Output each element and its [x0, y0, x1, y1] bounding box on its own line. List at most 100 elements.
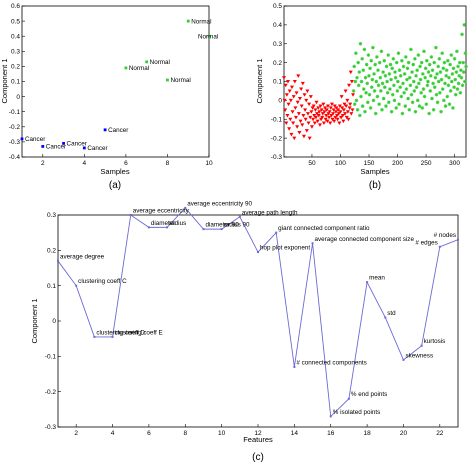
normal-sample-point: [370, 77, 375, 82]
normal-sample-point: [429, 74, 433, 78]
cancer-sample-point: [325, 119, 330, 124]
normal-sample-point: [439, 109, 443, 114]
normal-sample-point: [447, 75, 451, 80]
normal-sample-point: [450, 72, 455, 76]
normal-sample-point: [423, 75, 427, 80]
feature-label: hop plot exponent: [260, 245, 310, 252]
y-tick-label: 0.6: [11, 3, 20, 10]
normal-sample-point: [430, 96, 434, 101]
cancer-sample-point: [301, 134, 306, 139]
normal-sample-point: [354, 98, 359, 103]
cancer-sample-point: [333, 110, 338, 114]
normal-sample-point: [461, 60, 465, 65]
cancer-sample-point: [327, 110, 332, 114]
normal-sample-point: [368, 66, 372, 71]
normal-sample-point: [352, 102, 357, 106]
normal-sample-point: [406, 96, 410, 101]
y-axis-label-c: Component 1: [30, 298, 39, 343]
normal-sample-point: [373, 62, 377, 67]
normal-sample-point: [390, 66, 395, 71]
cancer-sample-point: [322, 110, 327, 114]
feature-label: # connected components: [296, 359, 366, 366]
normal-sample-point: [422, 94, 427, 99]
cancer-sample-point: [303, 117, 308, 122]
normal-sample-point: [462, 23, 467, 27]
feature-label: mean: [369, 275, 385, 282]
normal-sample-point: [437, 57, 442, 61]
feature-label: average connected component size: [315, 236, 415, 243]
normal-sample-point: [402, 72, 407, 76]
x-tick-label: 12: [254, 430, 262, 437]
x-tick-label: 10: [205, 160, 213, 167]
normal-sample-point: [360, 57, 364, 61]
normal-sample-point: [412, 89, 417, 93]
cancer-sample-point: [337, 104, 342, 109]
cancer-sample-point: [300, 123, 305, 127]
cancer-sample-point: [333, 115, 338, 120]
feature-label: average degree: [60, 253, 105, 260]
normal-sample-point: [415, 68, 419, 72]
normal-sample-point: [425, 58, 429, 63]
cancer-sample-point: [309, 125, 314, 129]
cancer-sample-point: [292, 136, 297, 141]
normal-sample-point: [396, 79, 400, 84]
normal-sample-point: [401, 81, 405, 86]
x-tick-label: 8: [183, 430, 187, 437]
cancer-sample-point: [304, 98, 309, 103]
cancer-sample-point: [293, 106, 298, 110]
normal-sample-point: [447, 102, 452, 106]
y-tick-label: 0.4: [273, 22, 282, 29]
normal-sample-point: [375, 94, 380, 99]
x-tick-label: 16: [327, 430, 335, 437]
normal-sample-point: [431, 108, 436, 112]
normal-sample-point: [388, 87, 392, 91]
cancer-sample-point: [321, 121, 326, 126]
normal-sample-point: [439, 77, 444, 82]
normal-sample-point: [360, 104, 365, 108]
normal-sample-point: [356, 83, 361, 88]
normal-sample-point: [438, 91, 442, 95]
feature-point: [438, 245, 441, 248]
cancer-sample-point: [315, 112, 320, 116]
feature-label: clustering coeff D: [96, 329, 145, 336]
normal-sample-point: [453, 77, 458, 82]
normal-sample-point: [367, 92, 372, 97]
cancer-sample-point: [318, 104, 323, 109]
y-axis-label-a: Component 1: [0, 58, 9, 103]
normal-sample-point: [382, 58, 387, 63]
normal-sample-point: [372, 89, 377, 93]
normal-sample-point: [429, 55, 434, 59]
y-tick-label: 0.2: [273, 60, 282, 67]
normal-sample-point: [359, 94, 363, 99]
normal-label: Normal: [129, 65, 149, 72]
x-tick-label: 100: [335, 160, 346, 167]
normal-sample-point: [434, 45, 438, 50]
cancer-sample-point: [283, 83, 288, 88]
normal-sample-point: [384, 104, 388, 108]
feature-point: [329, 415, 332, 418]
normal-sample-point: [377, 60, 382, 65]
normal-sample-point: [413, 57, 417, 61]
normal-label: Normal: [198, 33, 218, 40]
normal-sample-point: [355, 75, 359, 80]
normal-sample-point: [379, 89, 383, 93]
x-tick-label: 8: [166, 160, 170, 167]
normal-sample-point: [383, 74, 388, 78]
cancer-sample-point: [332, 119, 337, 124]
normal-sample-point: [390, 92, 395, 97]
normal-sample-point: [427, 111, 431, 116]
normal-sample-point: [440, 87, 445, 91]
normal-sample-point: [452, 85, 456, 89]
y-tick-label: 0: [278, 98, 282, 105]
cancer-sample-point: [289, 85, 294, 90]
cancer-sample-point: [319, 108, 324, 112]
cancer-sample-point: [303, 108, 308, 112]
cancer-sample-point: [282, 98, 287, 103]
cancer-sample-point: [295, 125, 300, 129]
y-tick-label: 0.1: [11, 79, 20, 86]
normal-sample-point: [417, 81, 421, 86]
normal-sample-point: [353, 79, 358, 84]
y-tick-label: -0.4: [9, 154, 21, 161]
